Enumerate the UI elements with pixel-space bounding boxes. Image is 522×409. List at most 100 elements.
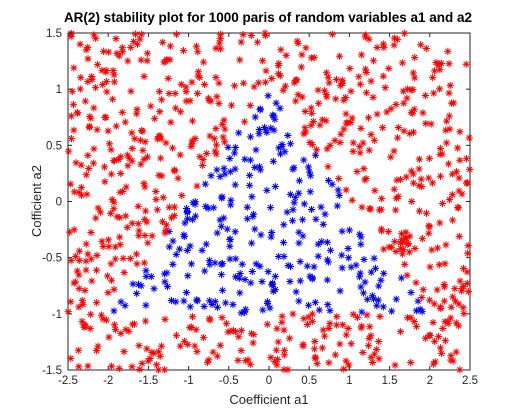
data-point-unstable: [391, 361, 399, 369]
data-point-unstable: [359, 139, 367, 147]
data-point-unstable: [102, 316, 111, 324]
data-point-unstable: [417, 175, 425, 183]
data-point-stable: [255, 130, 263, 138]
data-point-stable: [246, 181, 254, 189]
data-point-unstable: [364, 114, 373, 122]
data-point-unstable: [454, 144, 462, 152]
data-point-unstable: [77, 161, 85, 169]
data-point-unstable: [254, 79, 263, 87]
data-point-unstable: [118, 44, 126, 52]
data-point-stable: [226, 154, 234, 163]
x-tick-label: -2.5: [58, 375, 78, 387]
data-point-unstable: [86, 123, 94, 131]
data-point-unstable: [196, 73, 204, 82]
data-point-unstable: [394, 123, 402, 132]
data-point-unstable: [409, 179, 418, 187]
data-point-unstable: [375, 355, 383, 363]
data-point-stable: [345, 226, 354, 234]
data-point-unstable: [111, 326, 120, 334]
data-point-unstable: [128, 363, 136, 371]
data-point-unstable: [403, 85, 411, 93]
data-point-unstable: [402, 173, 410, 181]
data-point-unstable: [159, 194, 167, 202]
data-point-unstable: [212, 125, 220, 133]
data-point-unstable: [221, 138, 229, 146]
data-point-unstable: [358, 322, 366, 330]
data-point-unstable: [117, 153, 125, 161]
data-point-stable: [216, 216, 224, 224]
data-point-stable: [165, 243, 173, 251]
data-point-stable: [182, 288, 191, 297]
data-point-unstable: [399, 87, 407, 95]
data-point-unstable: [93, 126, 101, 134]
data-point-unstable: [409, 69, 417, 77]
data-point-unstable: [192, 42, 201, 50]
data-point-unstable: [272, 346, 280, 354]
data-point-unstable: [146, 354, 154, 363]
data-point-stable: [363, 295, 371, 304]
data-point-unstable: [111, 243, 119, 251]
data-point-unstable: [454, 204, 463, 212]
x-tick-label: -0.5: [219, 375, 239, 387]
data-point-unstable: [128, 320, 137, 328]
data-point-unstable: [323, 145, 331, 153]
data-point-unstable: [249, 339, 257, 347]
data-point-unstable: [94, 342, 102, 350]
data-point-unstable: [110, 78, 118, 86]
data-point-unstable: [64, 308, 72, 316]
data-point-stable: [306, 188, 314, 196]
data-point-unstable: [83, 190, 91, 198]
x-tick-label: 1.5: [382, 375, 398, 387]
data-point-stable: [314, 252, 322, 260]
x-ticks: -2.5 -2 -1.5 -1 -0.5 0 0.5 1 1.5 2 2.5: [58, 33, 478, 387]
data-point-unstable: [392, 247, 400, 256]
data-point-unstable: [342, 186, 350, 194]
data-point-unstable: [278, 318, 286, 326]
data-point-unstable: [464, 242, 472, 250]
data-point-unstable: [390, 147, 398, 155]
data-point-stable: [227, 196, 235, 204]
data-point-stable: [286, 190, 295, 199]
data-point-unstable: [199, 155, 207, 164]
data-point-stable: [172, 298, 180, 306]
data-point-unstable: [110, 198, 118, 206]
data-point-stable: [334, 186, 342, 194]
data-point-unstable: [366, 323, 374, 331]
data-point-unstable: [144, 239, 152, 247]
data-point-unstable: [140, 155, 148, 163]
y-tick-label: -0.5: [42, 253, 62, 265]
data-point-unstable: [324, 163, 332, 171]
data-point-unstable: [307, 121, 315, 129]
chart-title: AR(2) stability plot for 1000 paris of r…: [64, 10, 472, 25]
data-point-unstable: [367, 130, 375, 139]
data-point-stable: [201, 267, 209, 275]
data-point-unstable: [90, 31, 98, 39]
data-point-unstable: [390, 185, 398, 193]
data-point-unstable: [439, 324, 447, 333]
data-point-unstable: [400, 127, 408, 135]
data-point-unstable: [70, 226, 78, 234]
data-point-unstable: [313, 146, 321, 154]
data-point-unstable: [216, 34, 224, 42]
data-point-unstable: [121, 118, 129, 126]
data-point-unstable: [279, 86, 287, 94]
data-point-stable: [315, 306, 323, 314]
data-point-unstable: [449, 357, 457, 365]
data-point-unstable: [99, 81, 107, 89]
data-point-unstable: [79, 300, 87, 308]
data-point-unstable: [67, 30, 75, 38]
data-point-unstable: [415, 182, 423, 190]
data-point-unstable: [174, 174, 182, 182]
data-point-stable: [375, 282, 383, 290]
data-point-unstable: [465, 134, 473, 142]
data-point-unstable: [284, 366, 292, 374]
data-point-stable: [217, 222, 225, 230]
data-point-unstable: [110, 205, 118, 213]
data-point-unstable: [224, 328, 232, 336]
data-point-unstable: [152, 187, 160, 196]
data-point-stable: [276, 104, 284, 112]
data-point-unstable: [456, 128, 464, 136]
data-point-unstable: [78, 317, 86, 325]
data-point-unstable: [148, 348, 156, 357]
data-point-unstable: [380, 245, 388, 253]
